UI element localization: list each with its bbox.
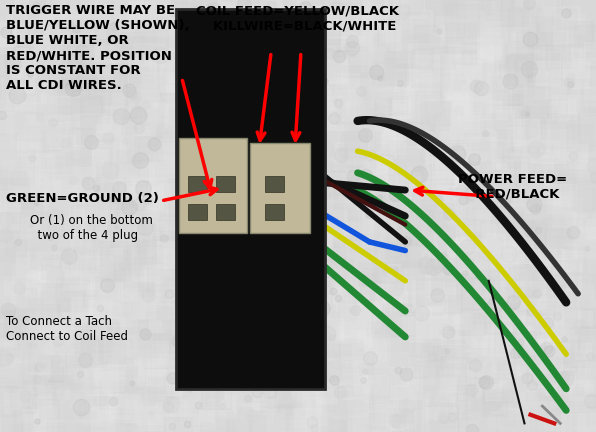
- Text: GREEN=GROUND (2): GREEN=GROUND (2): [6, 192, 159, 205]
- Bar: [188, 204, 207, 220]
- Bar: [176, 9, 325, 389]
- Bar: [216, 204, 235, 220]
- Bar: [188, 176, 207, 192]
- Bar: [265, 176, 284, 192]
- Text: POWER FEED=
  RED/BLACK: POWER FEED= RED/BLACK: [458, 173, 567, 201]
- Text: Or (1) on the bottom
  two of the 4 plug: Or (1) on the bottom two of the 4 plug: [30, 214, 153, 242]
- Bar: [250, 143, 310, 233]
- Text: To Connect a Tach
Connect to Coil Feed: To Connect a Tach Connect to Coil Feed: [6, 315, 128, 343]
- Text: TRIGGER WIRE MAY BE
BLUE/YELLOW (SHOWN),
BLUE WHITE, OR
RED/WHITE. POSITION
IS C: TRIGGER WIRE MAY BE BLUE/YELLOW (SHOWN),…: [6, 4, 190, 92]
- Bar: [179, 138, 247, 233]
- Text: COIL FEED=YELLOW/BLACK
   KILLWIRE=BLACK/WHITE: COIL FEED=YELLOW/BLACK KILLWIRE=BLACK/WH…: [197, 4, 399, 32]
- Bar: [216, 176, 235, 192]
- Bar: [265, 204, 284, 220]
